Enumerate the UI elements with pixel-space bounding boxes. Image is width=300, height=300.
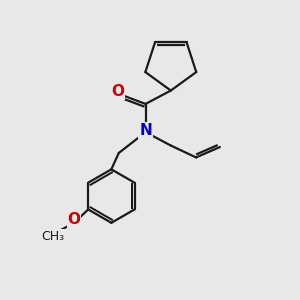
Text: O: O <box>112 84 125 99</box>
Text: N: N <box>139 123 152 138</box>
Text: O: O <box>68 212 81 227</box>
Text: CH₃: CH₃ <box>41 230 64 243</box>
